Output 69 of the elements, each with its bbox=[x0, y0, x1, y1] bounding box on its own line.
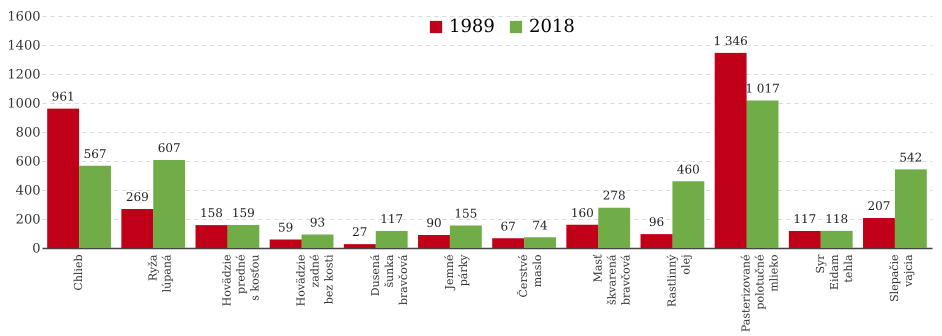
data-label: 567 bbox=[84, 146, 106, 161]
y-tick-label: 1200 bbox=[7, 68, 40, 82]
bar bbox=[598, 208, 630, 248]
data-label: 74 bbox=[532, 218, 548, 232]
bar bbox=[450, 226, 482, 248]
bar bbox=[788, 231, 821, 248]
bar bbox=[640, 234, 672, 248]
data-label: 90 bbox=[426, 216, 442, 230]
data-label: 160 bbox=[570, 206, 594, 220]
data-label: 207 bbox=[868, 198, 890, 213]
bar bbox=[524, 237, 556, 248]
bar bbox=[302, 234, 334, 248]
data-label: 1 017 bbox=[745, 82, 780, 96]
bar bbox=[894, 169, 927, 248]
data-label: 269 bbox=[126, 190, 149, 204]
data-label: 96 bbox=[648, 215, 664, 230]
bar bbox=[270, 239, 302, 248]
y-tick-label: 800 bbox=[16, 126, 40, 140]
x-tick-label: Ryža lúpaná bbox=[146, 254, 174, 292]
data-label: 118 bbox=[825, 212, 848, 226]
x-tick-label: Syr Eidam tehla bbox=[814, 254, 855, 290]
x-tick-label: Rastlinný olej bbox=[665, 254, 692, 308]
data-label: 117 bbox=[793, 212, 816, 226]
data-label: 961 bbox=[52, 90, 75, 104]
legend-label: 1989 bbox=[449, 16, 495, 37]
bar bbox=[121, 208, 154, 248]
y-tick-label: 0 bbox=[32, 242, 40, 256]
x-tick-label: Jemné párky bbox=[442, 254, 470, 290]
data-label: 542 bbox=[899, 150, 922, 164]
bar bbox=[672, 181, 704, 248]
x-tick-label: Masť škvarená bravčová bbox=[591, 254, 632, 306]
data-label: 155 bbox=[454, 206, 478, 221]
data-label: 460 bbox=[676, 162, 700, 176]
bar bbox=[376, 231, 408, 248]
x-tick-label: Chlieb bbox=[72, 254, 86, 291]
bar bbox=[492, 238, 524, 248]
data-label: 159 bbox=[232, 206, 255, 220]
data-label: 27 bbox=[352, 225, 368, 240]
y-tick-label: 1000 bbox=[7, 96, 40, 112]
y-tick-label: 200 bbox=[16, 212, 40, 228]
y-tick-label: 1600 bbox=[7, 10, 40, 24]
data-label: 59 bbox=[278, 220, 294, 234]
data-label: 67 bbox=[500, 219, 516, 234]
bar bbox=[820, 230, 853, 248]
bar bbox=[344, 244, 376, 248]
bar bbox=[714, 52, 747, 248]
x-tick-label: Slepačie vajcia bbox=[888, 254, 915, 302]
x-tick-label: Čerstvé maslo bbox=[516, 254, 544, 298]
data-label: 93 bbox=[310, 216, 326, 230]
bar bbox=[746, 100, 778, 248]
data-label: 1 346 bbox=[713, 34, 748, 48]
bar bbox=[153, 160, 186, 248]
y-tick-label: 1400 bbox=[7, 38, 40, 54]
x-tick-label: Hovädzie predné s kosťou bbox=[220, 254, 262, 306]
data-label: 278 bbox=[602, 188, 626, 203]
bar bbox=[47, 108, 80, 248]
x-tick-label: Pasterizované polotučné mlieko bbox=[740, 254, 781, 332]
bar bbox=[863, 218, 895, 248]
data-label: 607 bbox=[158, 140, 181, 155]
bar bbox=[227, 224, 260, 248]
legend-label: 2018 bbox=[529, 16, 575, 37]
bar bbox=[196, 225, 228, 248]
data-label: 158 bbox=[200, 206, 223, 220]
data-label: 117 bbox=[380, 212, 404, 226]
bar bbox=[418, 234, 450, 248]
bar bbox=[566, 224, 598, 248]
y-tick-label: 400 bbox=[16, 184, 40, 198]
bar bbox=[79, 166, 111, 248]
y-tick-label: 600 bbox=[16, 154, 40, 170]
